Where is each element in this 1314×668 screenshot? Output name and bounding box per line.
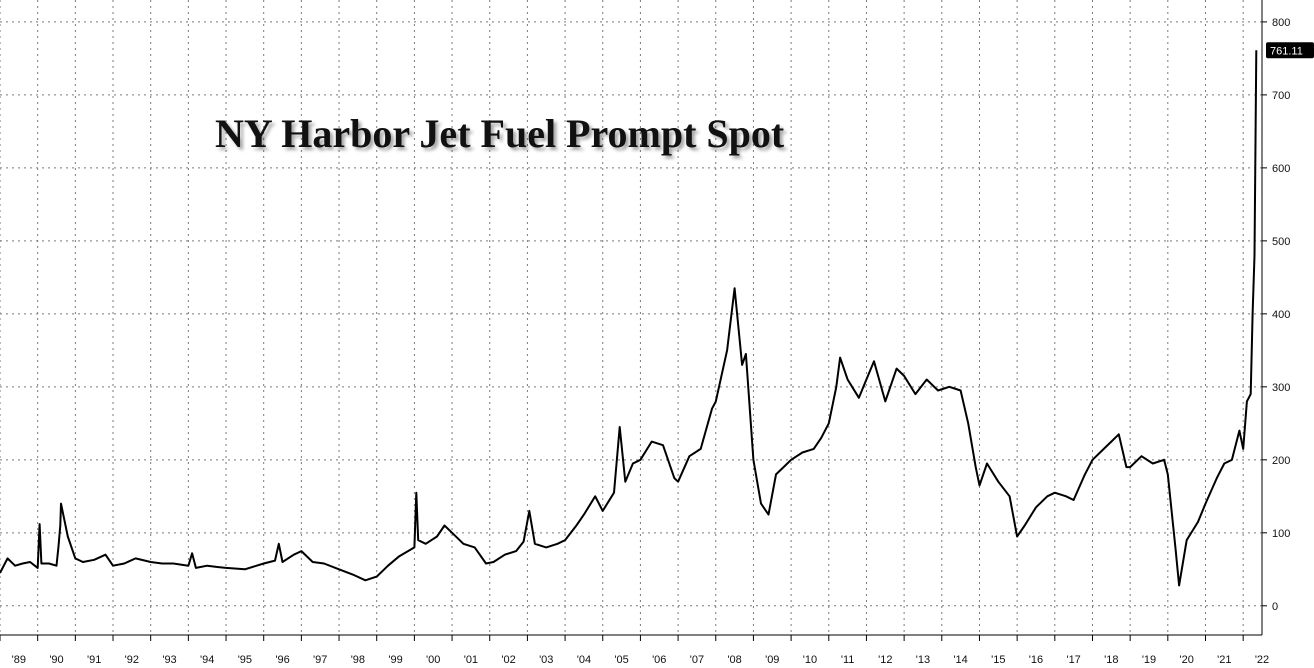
x-tick-label: '98	[351, 654, 365, 666]
y-tick-label: 500	[1272, 236, 1290, 248]
x-tick-label: '07	[690, 654, 704, 666]
x-tick-label: '02	[501, 654, 515, 666]
x-tick-label: '94	[200, 654, 214, 666]
x-tick-label: '97	[313, 654, 327, 666]
x-tick-label: '99	[388, 654, 402, 666]
x-tick-label: '93	[162, 654, 176, 666]
x-tick-label: '15	[991, 654, 1005, 666]
x-tick-label: '10	[803, 654, 817, 666]
y-tick-label: 700	[1272, 90, 1290, 102]
x-tick-label: '95	[238, 654, 252, 666]
x-tick-label: '92	[125, 654, 139, 666]
x-tick-label: '21	[1217, 654, 1231, 666]
last-value-badge: 761.11	[1266, 42, 1314, 59]
chart-title: NY Harbor Jet Fuel Prompt Spot	[215, 111, 785, 156]
x-tick-label: '16	[1029, 654, 1043, 666]
y-tick-label: 100	[1272, 528, 1290, 540]
x-tick-label: '19	[1142, 654, 1156, 666]
x-tick-label: '04	[577, 654, 591, 666]
x-tick-label: '90	[49, 654, 63, 666]
grid	[0, 0, 1262, 635]
x-tick-label: '09	[765, 654, 779, 666]
x-tick-label: '11	[841, 654, 855, 666]
x-tick-label: '89	[12, 654, 26, 666]
x-tick-label: '08	[727, 654, 741, 666]
last-value-label: 761.11	[1270, 45, 1303, 57]
y-tick-label: 300	[1272, 382, 1290, 394]
x-tick-label: '05	[614, 654, 628, 666]
series-line	[0, 50, 1258, 587]
y-tick-label: 400	[1272, 309, 1290, 321]
x-tick-label: '01	[464, 654, 478, 666]
x-tick-label: '00	[426, 654, 440, 666]
x-tick-label: '14	[953, 654, 967, 666]
y-tick-label: 200	[1272, 455, 1290, 467]
axes	[0, 0, 1267, 641]
x-tick-label: '91	[87, 654, 101, 666]
x-tick-label: '03	[539, 654, 553, 666]
x-tick-labels: '89 '90 '91 '92 '93 '94 '95 '96 '97 '98 '99 '00 '01 '…	[12, 654, 1270, 666]
x-tick-label: '06	[652, 654, 666, 666]
x-tick-label: '96	[275, 654, 289, 666]
x-tick-label: '22	[1255, 654, 1269, 666]
y-tick-label: 600	[1272, 163, 1290, 175]
x-tick-label: '13	[916, 654, 930, 666]
x-tick-label: '18	[1104, 654, 1118, 666]
last-value-badge-background	[1266, 42, 1314, 59]
series	[0, 50, 1258, 587]
y-tick-labels: 0 100 200 300 400 500 600 700 800	[1272, 17, 1290, 613]
x-tick-label: '17	[1066, 654, 1080, 666]
y-tick-label: 0	[1272, 601, 1278, 613]
y-tick-label: 800	[1272, 17, 1290, 29]
x-tick-label: '12	[878, 654, 892, 666]
x-tick-label: '20	[1179, 654, 1193, 666]
